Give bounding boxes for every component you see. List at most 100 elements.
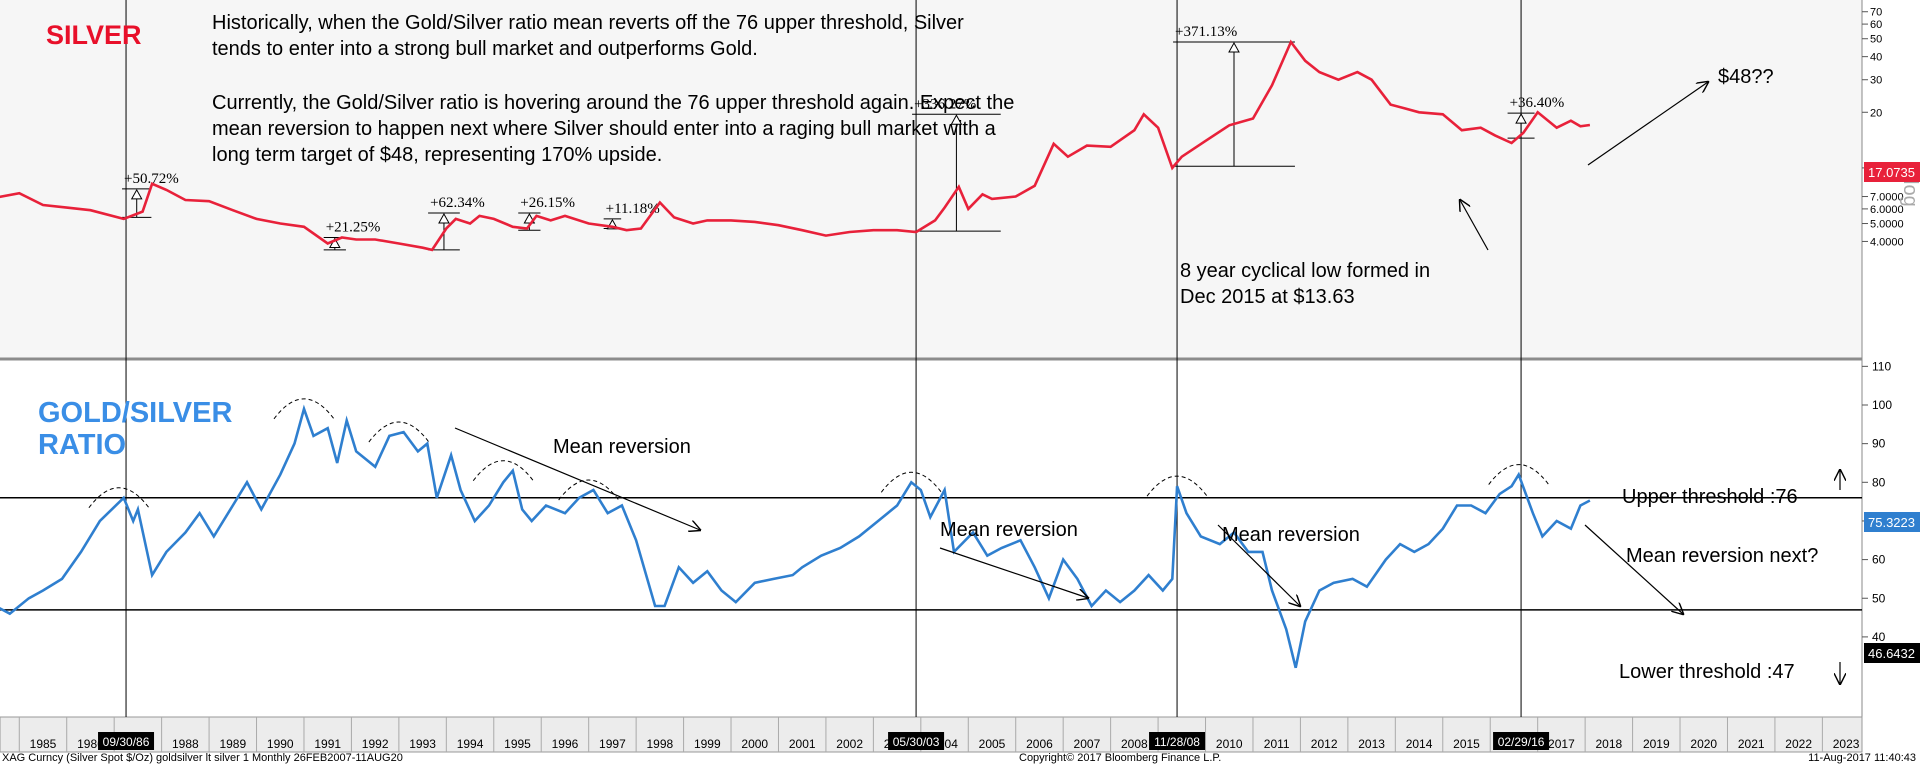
peak-arc [273, 398, 335, 420]
event-date-label: 09/30/86 [103, 735, 150, 749]
silver-y-tick-label: 5.0000 [1870, 219, 1904, 231]
mean-reversion-label-3: Mean reversion [1222, 524, 1360, 546]
gain-arrow-head [130, 188, 143, 200]
x-tick-label: 2015 [1453, 737, 1480, 751]
silver-price-line [0, 39, 1591, 252]
footer-source: XAG Curncy (Silver Spot $/Oz) goldsilver… [2, 752, 403, 764]
x-tick-label: 2008 [1121, 737, 1148, 751]
silver-y-tick-label: 7.0000 [1870, 192, 1904, 204]
low-note-1: 8 year cyclical low formed in [1180, 260, 1430, 282]
peak-arc [1146, 475, 1208, 497]
annotation-arrows [454, 82, 1840, 684]
target-label: $48?? [1718, 66, 1774, 88]
event-date-tag [98, 732, 155, 750]
note-line-2: tends to enter into a strong bull market… [212, 38, 758, 60]
x-tick-label: 2022 [1785, 737, 1812, 751]
peak-arc [1488, 464, 1550, 485]
silver-title: SILVER [46, 20, 142, 50]
lower-threshold-tag: 46.6432 [1864, 643, 1920, 663]
x-axis: 1985198619871988198919901991199219931994… [18, 717, 1860, 752]
gold-silver-ratio-line [0, 404, 1591, 669]
ratio-y-tick-label: 50 [1872, 591, 1886, 605]
x-tick-label: 1994 [457, 737, 484, 751]
ratio-last-price: 75.3223 [1868, 515, 1915, 530]
ratio-y-tick-label: 40 [1872, 630, 1886, 644]
gain-label: +371.13% [1175, 24, 1237, 40]
x-tick-label: 2020 [1690, 737, 1717, 751]
low-note-2: Dec 2015 at $13.63 [1180, 286, 1355, 308]
mean-reversion-next-arrow [1584, 524, 1683, 614]
x-tick-label: 2021 [1738, 737, 1765, 751]
log-scale-label: log [1899, 180, 1920, 207]
lower-threshold-tag-bg [1864, 643, 1920, 663]
x-tick-label: 1992 [362, 737, 389, 751]
ratio-panel-bg [0, 362, 1862, 717]
peak-arc [472, 460, 534, 482]
gain-arrow-head [1515, 113, 1527, 124]
note-line-1: Historically, when the Gold/Silver ratio… [212, 12, 964, 34]
gain-arrow-head [950, 114, 963, 125]
ratio-y-tick-label: 60 [1872, 553, 1886, 567]
event-date-label: 05/30/03 [893, 735, 940, 749]
x-tick-label: 2018 [1595, 737, 1622, 751]
x-tick-label: 2023 [1833, 737, 1860, 751]
peak-arc [558, 479, 620, 501]
x-tick-label: 1990 [267, 737, 294, 751]
footer-copyright: Copyright© 2017 Bloomberg Finance L.P. [1019, 752, 1222, 764]
silver-y-tick-label: 50 [1870, 34, 1882, 46]
x-tick-label: 2006 [1026, 737, 1053, 751]
silver-panel-bg [0, 0, 1862, 358]
event-lines: 09/30/86 05/30/03 11/28/08 02/29/16 [98, 0, 1550, 750]
silver-y-tick-label: 20 [1870, 107, 1882, 119]
mean-reversion-arrow-3 [1217, 524, 1300, 606]
x-tick-label: 1998 [646, 737, 673, 751]
ratio-last-price-tag: 75.3223 [1864, 512, 1920, 532]
gain-label: +62.34% [430, 195, 485, 211]
low-arrow [1460, 200, 1489, 251]
upper-threshold-label: Upper threshold :76 [1622, 486, 1798, 508]
ratio-y-tick-label: 80 [1872, 475, 1886, 489]
x-tick-label: 1988 [172, 737, 199, 751]
gain-label: +336.27% [914, 96, 976, 112]
x-tick-label: 2012 [1311, 737, 1338, 751]
x-tick-label: 2019 [1643, 737, 1670, 751]
mean-reversion-next-label: Mean reversion next? [1626, 545, 1818, 567]
x-tick-label: 1997 [599, 737, 626, 751]
x-tick-label: 2013 [1358, 737, 1385, 751]
x-tick-label: 1995 [504, 737, 531, 751]
x-tick-label: 2005 [979, 737, 1006, 751]
lower-threshold-value: 46.6432 [1868, 646, 1915, 661]
ratio-y-tick-label: 100 [1872, 398, 1892, 412]
gain-arrow-head [328, 237, 341, 249]
peak-arc [880, 471, 942, 493]
gain-markers: +50.72% +21.25% +62.34% +26.15% +11.18% +336.… [122, 24, 1565, 251]
event-date-tag [888, 732, 945, 750]
lower-threshold-label: Lower threshold :47 [1619, 661, 1795, 683]
x-tick-label: 1996 [552, 737, 579, 751]
footer-timestamp: 11-Aug-2017 11:40:43 [1808, 752, 1916, 764]
ratio-y-tick-label: 90 [1872, 437, 1886, 451]
ratio-title-line-1: GOLD/SILVER [38, 397, 232, 429]
gain-label: +11.18% [606, 201, 660, 217]
ratio-notes: Mean reversion Mean reversion Mean rever… [553, 436, 1818, 683]
x-tick-label: 2014 [1406, 737, 1433, 751]
peak-arc [368, 421, 430, 443]
gain-arrow-head [438, 212, 450, 224]
note-line-4: mean reversion to happen next where Silv… [212, 118, 997, 140]
x-tick-label: 2011 [1264, 737, 1290, 751]
y-axis-bg [1862, 0, 1920, 717]
x-tick-label: 2001 [789, 737, 816, 751]
mean-reversion-arrow-2 [939, 547, 1088, 598]
x-tick-label: 1999 [694, 737, 721, 751]
target-arrow [1587, 82, 1708, 166]
gain-label: +26.15% [520, 195, 575, 211]
ratio-last-price-bg [1864, 512, 1920, 532]
gain-label: +36.40% [1510, 95, 1565, 111]
event-date-tag [1149, 732, 1206, 750]
gain-label: +21.25% [326, 220, 381, 236]
event-date-label: 02/29/16 [1498, 735, 1545, 749]
silver-last-price-tag: 17.0735 [1864, 162, 1920, 182]
silver-y-tick-label: 60 [1870, 19, 1882, 31]
note-line-5: long term target of $48, representing 17… [212, 144, 662, 166]
